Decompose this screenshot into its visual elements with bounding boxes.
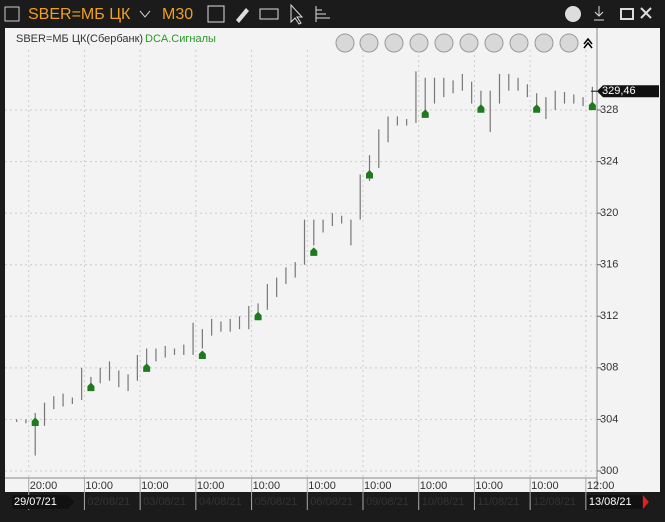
nav-next[interactable]: [384, 33, 404, 53]
zoom-out[interactable]: [459, 33, 479, 53]
date-badge-arrow: [68, 495, 74, 509]
x-tick-label: 10:00: [253, 480, 281, 492]
y-tick-label: 308: [600, 362, 618, 374]
dropdown[interactable]: [139, 10, 151, 18]
x-tick-label: 10:00: [364, 480, 392, 492]
date-badge-arrow: [642, 495, 649, 509]
x-tick-label: 10:00: [85, 480, 113, 492]
y-tick-label: 300: [600, 465, 618, 477]
x-date-label: 04/08/21: [199, 496, 242, 508]
x-tick-label: 10:00: [420, 480, 448, 492]
toolbar: [207, 3, 652, 25]
nav-last[interactable]: [409, 33, 429, 53]
y-tick-label: 304: [600, 413, 618, 425]
buy-signal: [366, 169, 373, 179]
x-tick-label: 10:00: [308, 480, 336, 492]
x-date-label: 12/08/21: [533, 496, 576, 508]
download-icon[interactable]: [594, 6, 604, 21]
last-price-label: 329,46: [602, 85, 636, 97]
x-tick-label: 10:00: [141, 480, 169, 492]
y-tick-label: 320: [600, 207, 618, 219]
y-tick-label: 324: [600, 155, 618, 167]
buy-signal: [31, 417, 39, 426]
x-tick-label: 10:00: [531, 480, 559, 492]
y-tick-label: 316: [600, 259, 618, 271]
x-tick-label: 20:00: [30, 480, 58, 492]
legend-indicator: DCA.Сигналы: [145, 33, 216, 45]
x-tick-label: 12:00: [587, 480, 615, 492]
x-date-label: 13/08/21: [589, 496, 632, 508]
levels-icon[interactable]: [315, 6, 330, 22]
y-tick-label: 312: [600, 310, 618, 322]
x-date-label: 05/08/21: [255, 496, 298, 508]
x-date-label: 10/08/21: [422, 496, 465, 508]
nav-first[interactable]: [335, 33, 355, 53]
y-tick-label: 328: [600, 104, 618, 116]
timeframe[interactable]: M30: [162, 6, 193, 23]
symbol[interactable]: SBER=МБ ЦК: [28, 6, 131, 23]
buy-signal: [310, 247, 318, 256]
buy-signal: [143, 363, 151, 372]
x-date-label: 11/08/21: [477, 496, 519, 508]
last-price-badge: [597, 85, 659, 98]
minimize-icon[interactable]: [620, 8, 634, 20]
x-tick-label: 10:00: [475, 480, 503, 492]
expand[interactable]: [534, 33, 554, 53]
date-badge: [586, 495, 643, 509]
zoom-in[interactable]: [434, 33, 454, 53]
x-date-label: 09/08/21: [366, 496, 409, 508]
dollar-icon[interactable]: [565, 6, 581, 22]
buy-signal: [198, 350, 206, 359]
date-badge: [12, 495, 68, 509]
zoom-fit[interactable]: [484, 33, 504, 53]
buy-signal: [254, 311, 262, 321]
x-date-label: 29/07/21: [14, 496, 57, 508]
buy-signal: [87, 382, 95, 392]
x-date-label: 02/08/21: [87, 496, 130, 508]
compress[interactable]: [509, 33, 529, 53]
indicator-icon[interactable]: [259, 8, 279, 20]
nav-prev[interactable]: [359, 33, 379, 53]
close-icon[interactable]: [640, 7, 652, 19]
collapse[interactable]: [583, 37, 593, 49]
x-date-label: 03/08/21: [143, 496, 186, 508]
buy-signal: [421, 109, 429, 118]
x-tick-label: 10:00: [197, 480, 225, 492]
candles-icon[interactable]: [207, 5, 225, 23]
legend-instrument: SBER=МБ ЦК(Сбербанк): [16, 33, 143, 45]
nav-buttons: [335, 33, 579, 53]
pencil-icon[interactable]: [236, 8, 249, 23]
menu-icon[interactable]: [4, 6, 20, 22]
buy-signal: [533, 104, 541, 113]
chart-area: [5, 28, 660, 492]
x-date-label: 06/08/21: [310, 496, 353, 508]
nav-end[interactable]: [559, 33, 579, 53]
buy-signal: [588, 101, 596, 111]
buy-signal: [477, 104, 485, 113]
cursor-icon[interactable]: [290, 3, 304, 25]
